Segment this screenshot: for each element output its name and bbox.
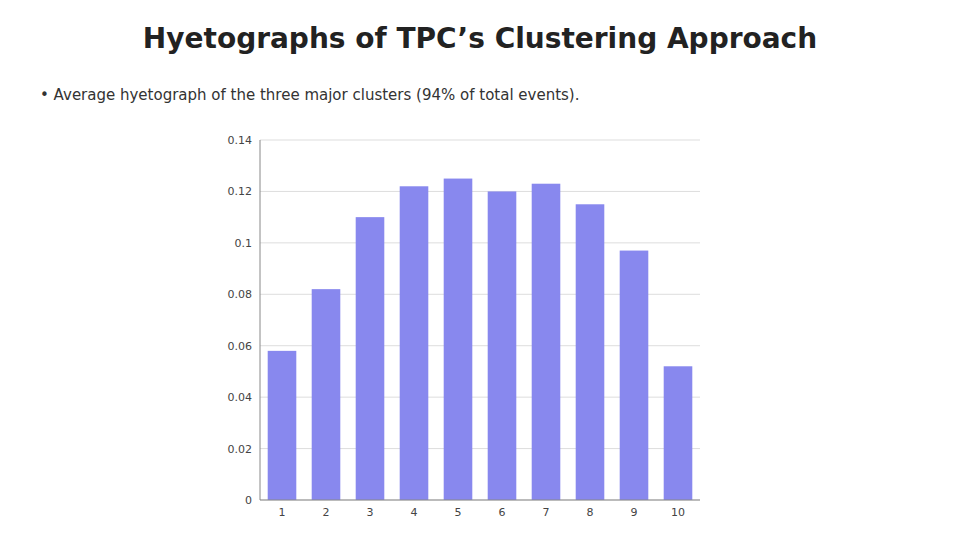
- bar: [664, 366, 693, 500]
- subtitle: • Average hyetograph of the three major …: [40, 86, 579, 104]
- y-axis: 0 0.02 0.04 0.06 0.08 0.1 0.12 0.14: [228, 134, 253, 507]
- y-tick-label: 0.12: [228, 185, 253, 198]
- x-tick-label: 5: [455, 506, 462, 519]
- x-tick-label: 4: [411, 506, 418, 519]
- bar: [356, 217, 385, 500]
- x-tick-label: 6: [499, 506, 506, 519]
- x-tick-label: 9: [631, 506, 638, 519]
- bar: [532, 184, 561, 500]
- bars: [268, 179, 693, 500]
- x-axis-line: [260, 500, 700, 501]
- chart-container: Hyetographs of TPC’s Clustering Approach…: [0, 0, 960, 540]
- x-tick-label: 3: [367, 506, 374, 519]
- y-tick-label: 0.14: [228, 134, 253, 147]
- x-tick-label: 1: [279, 506, 286, 519]
- x-tick-label: 7: [543, 506, 550, 519]
- bar: [400, 186, 429, 500]
- bar: [576, 204, 605, 500]
- grid-line: [260, 242, 700, 243]
- grid-line: [260, 140, 700, 141]
- x-axis: 1 2 3 4 5 6 7 8 9 10: [260, 140, 700, 519]
- grid-line: [260, 500, 700, 501]
- bar: [488, 191, 517, 500]
- y-tick-label: 0.04: [228, 391, 253, 404]
- grid-line: [260, 191, 700, 192]
- bar: [312, 289, 341, 500]
- y-tick-label: 0.1: [235, 237, 253, 250]
- y-tick-label: 0.02: [228, 443, 253, 456]
- x-tick-label: 8: [587, 506, 594, 519]
- x-tick-label: 2: [323, 506, 330, 519]
- y-tick-label: 0: [245, 494, 252, 507]
- bar: [444, 179, 473, 500]
- grid: [260, 140, 700, 500]
- chart-svg: Hyetographs of TPC’s Clustering Approach…: [0, 0, 960, 540]
- y-tick-label: 0.08: [228, 288, 253, 301]
- x-tick-label: 10: [671, 506, 685, 519]
- y-tick-label: 0.06: [228, 340, 253, 353]
- bar: [268, 351, 297, 500]
- title: Hyetographs of TPC’s Clustering Approach: [143, 22, 817, 55]
- bar: [620, 251, 649, 500]
- y-axis-line: [260, 140, 261, 500]
